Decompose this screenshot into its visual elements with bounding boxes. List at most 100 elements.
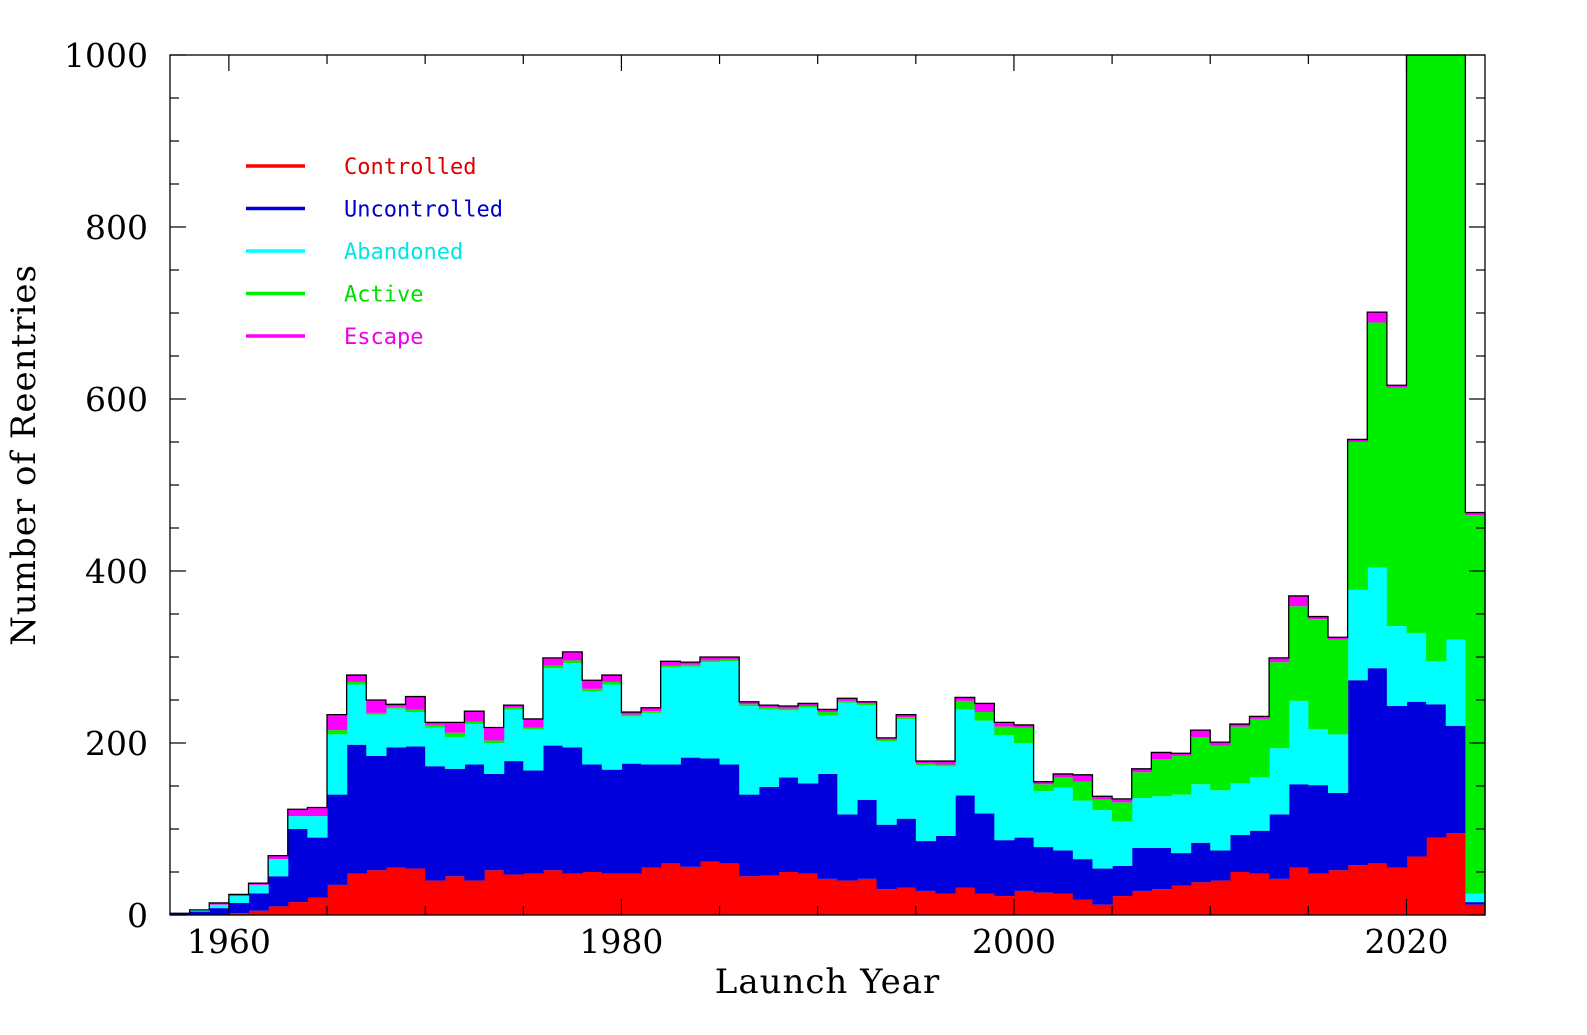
bar-abandoned-2021 — [1426, 661, 1447, 705]
bar-escape-2006 — [1131, 768, 1152, 773]
bar-uncontrolled-1981 — [641, 764, 662, 868]
bar-uncontrolled-1960 — [228, 902, 250, 914]
bar-abandoned-1970 — [425, 727, 446, 767]
bar-escape-1987 — [758, 705, 780, 708]
bar-controlled-2010 — [1210, 880, 1231, 915]
bar-escape-1991 — [837, 698, 858, 701]
bar-escape-2019 — [1386, 385, 1408, 388]
bar-controlled-1984 — [699, 861, 721, 915]
bar-controlled-2003 — [1072, 899, 1094, 915]
bar-uncontrolled-1974 — [503, 761, 524, 875]
bar-uncontrolled-2023 — [1465, 902, 1486, 905]
bar-abandoned-2015 — [1308, 729, 1329, 786]
bar-abandoned-1958 — [189, 909, 210, 912]
bar-active-1983 — [680, 664, 701, 667]
bar-active-2002 — [1053, 777, 1074, 788]
bar-active-1982 — [660, 665, 681, 668]
bar-abandoned-2005 — [1112, 821, 1133, 866]
bar-uncontrolled-2002 — [1053, 850, 1074, 894]
bar-abandoned-2006 — [1131, 798, 1152, 848]
bar-abandoned-1994 — [896, 718, 917, 819]
bar-uncontrolled-1977 — [562, 747, 583, 874]
bar-active-1973 — [484, 740, 505, 743]
bar-controlled-2016 — [1327, 870, 1349, 915]
bar-escape-1994 — [896, 714, 917, 718]
bar-uncontrolled-2003 — [1072, 859, 1094, 900]
bar-controlled-2009 — [1190, 882, 1211, 915]
bar-uncontrolled-2005 — [1112, 865, 1133, 897]
bar-uncontrolled-2014 — [1288, 784, 1309, 868]
bar-active-2008 — [1170, 755, 1192, 795]
bar-abandoned-2007 — [1151, 796, 1172, 848]
bar-escape-2000 — [1013, 724, 1035, 728]
bar-uncontrolled-1993 — [876, 824, 897, 890]
y-tick-label-200: 200 — [85, 724, 148, 763]
bar-escape-1959 — [209, 902, 230, 905]
bar-controlled-1964 — [307, 897, 328, 915]
bar-active-2003 — [1072, 781, 1094, 801]
bar-abandoned-2009 — [1190, 784, 1211, 843]
bar-uncontrolled-1987 — [758, 786, 780, 876]
bar-controlled-1961 — [248, 910, 269, 915]
bar-uncontrolled-1961 — [248, 893, 269, 911]
legend-label-escape: Escape — [344, 325, 423, 350]
bar-uncontrolled-2015 — [1308, 785, 1329, 874]
bar-uncontrolled-1997 — [955, 795, 976, 888]
bar-active-2001 — [1033, 784, 1054, 792]
bar-controlled-1988 — [778, 872, 799, 915]
bar-active-1968 — [385, 706, 407, 709]
bar-abandoned-1968 — [385, 708, 407, 748]
bar-controlled-1983 — [680, 866, 701, 915]
bar-controlled-2020 — [1406, 856, 1427, 915]
bar-abandoned-1984 — [699, 662, 721, 759]
bar-active-1987 — [758, 707, 780, 710]
bar-abandoned-1999 — [994, 735, 1015, 841]
bar-uncontrolled-1995 — [915, 841, 937, 891]
bar-uncontrolled-1965 — [327, 794, 348, 885]
bar-uncontrolled-1959 — [209, 908, 230, 915]
bar-uncontrolled-1994 — [896, 818, 917, 888]
bar-escape-2018 — [1367, 312, 1388, 323]
bar-escape-1970 — [425, 722, 446, 725]
bar-active-1975 — [523, 727, 544, 730]
bar-abandoned-1962 — [268, 859, 289, 877]
bar-escape-2009 — [1190, 730, 1211, 737]
bar-escape-1965 — [327, 714, 348, 731]
bar-escape-1992 — [856, 701, 878, 704]
bar-active-1990 — [817, 712, 838, 716]
bar-uncontrolled-2019 — [1386, 706, 1408, 868]
bar-controlled-1977 — [562, 873, 583, 915]
bar-escape-1989 — [798, 703, 819, 707]
bar-escape-1998 — [974, 703, 995, 713]
bar-abandoned-1960 — [228, 896, 250, 903]
bar-uncontrolled-1999 — [994, 840, 1015, 897]
bar-controlled-1985 — [719, 863, 740, 915]
bar-controlled-1969 — [405, 868, 426, 915]
bar-uncontrolled-2022 — [1445, 725, 1466, 834]
bar-controlled-1995 — [915, 890, 937, 915]
bar-controlled-2005 — [1112, 896, 1133, 915]
bar-active-1984 — [699, 660, 721, 663]
bar-uncontrolled-1989 — [798, 783, 819, 874]
bar-uncontrolled-1973 — [484, 773, 505, 871]
bar-abandoned-1961 — [248, 884, 269, 894]
bar-abandoned-2018 — [1367, 567, 1388, 669]
bar-abandoned-2020 — [1406, 632, 1427, 702]
bar-abandoned-1998 — [974, 720, 995, 814]
bar-escape-1976 — [542, 657, 564, 666]
bar-abandoned-1966 — [346, 684, 367, 745]
bar-uncontrolled-2006 — [1131, 847, 1152, 891]
bar-active-2014 — [1288, 606, 1309, 701]
bar-active-1977 — [562, 660, 583, 664]
bar-uncontrolled-1976 — [542, 745, 564, 871]
bar-escape-2008 — [1170, 753, 1192, 756]
bar-uncontrolled-2009 — [1190, 842, 1211, 883]
bar-controlled-2007 — [1151, 889, 1172, 915]
bar-escape-1990 — [817, 709, 838, 713]
bar-abandoned-1982 — [660, 667, 681, 765]
bar-escape-1997 — [955, 697, 976, 701]
bar-controlled-1999 — [994, 896, 1015, 915]
bar-abandoned-2000 — [1013, 743, 1035, 838]
bar-uncontrolled-2001 — [1033, 847, 1054, 893]
y-tick-label-800: 800 — [85, 208, 148, 247]
